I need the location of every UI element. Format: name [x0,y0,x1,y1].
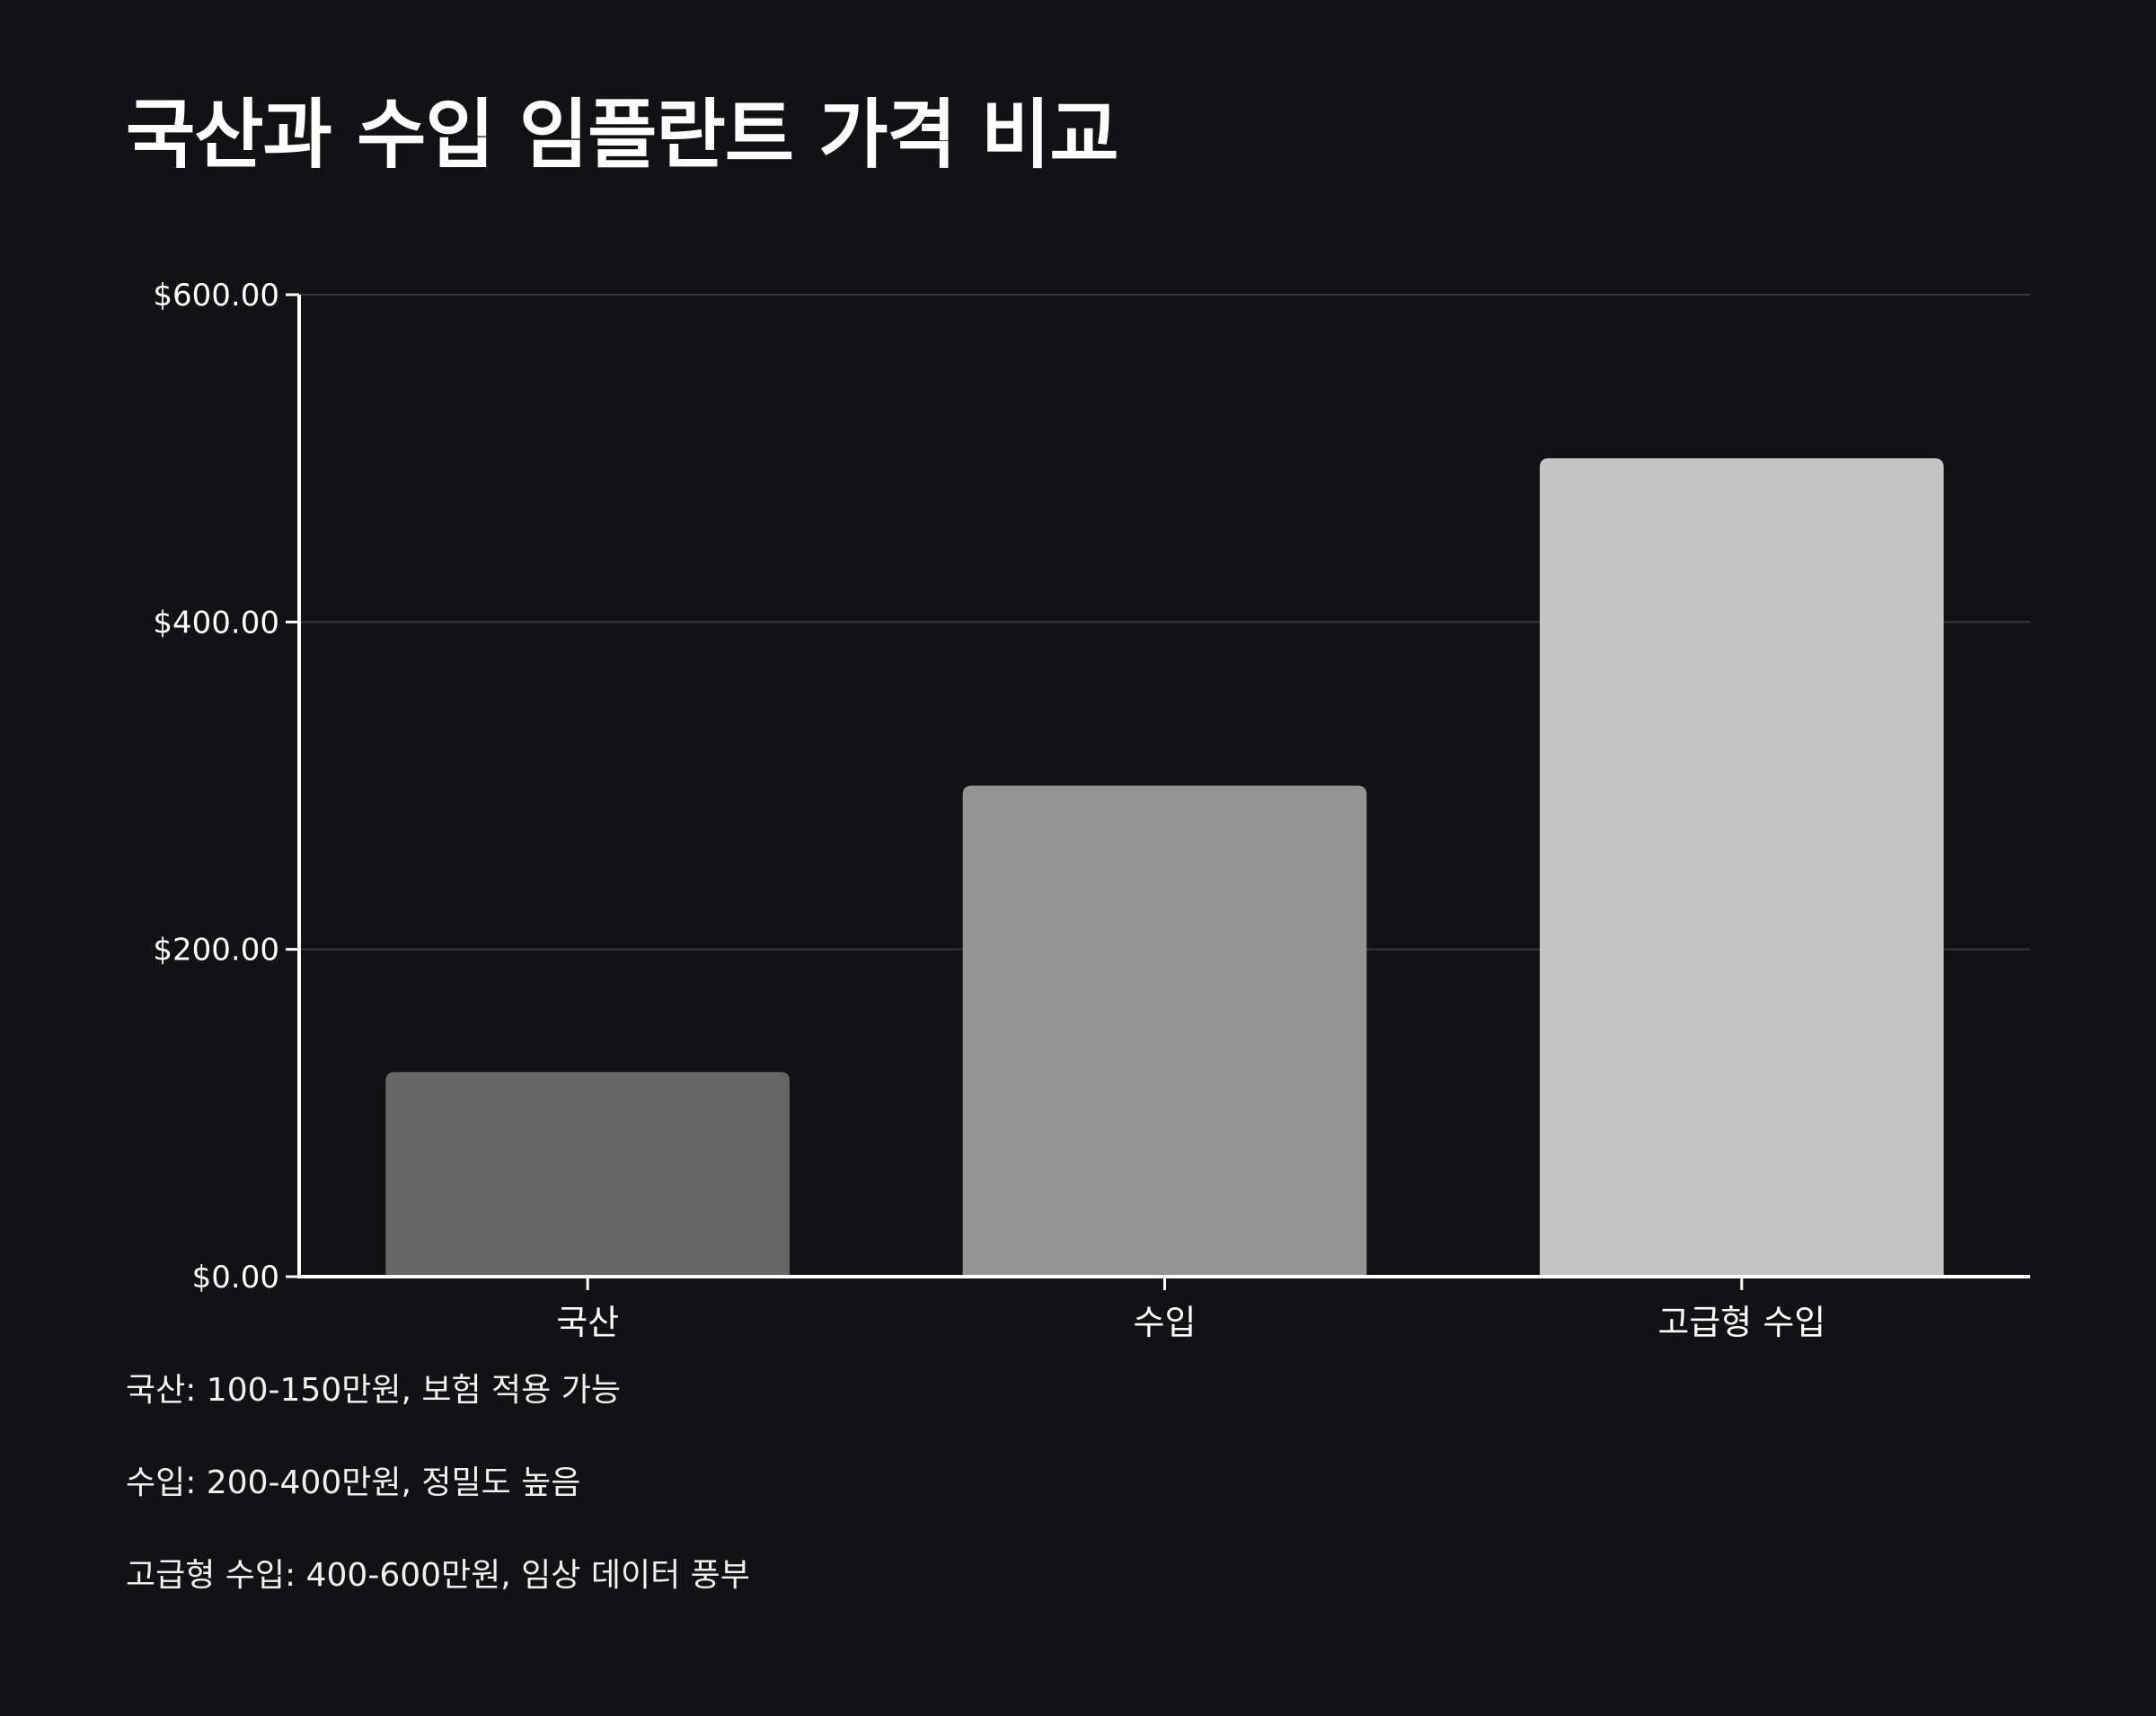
note-domestic: 국산: 100-150만원, 보험 적용 가능 [126,1372,621,1409]
y-tick-label: $400.00 [153,605,279,641]
bar-0 [385,1072,790,1277]
y-tick-label: $200.00 [153,933,279,969]
axes [286,293,2030,1290]
bar-chart: $0.00 $200.00 $400.00 $600.00 국산 수입 고급형 수입 [153,278,2030,1342]
notes: 국산: 100-150만원, 보험 적용 가능 수입: 200-400만원, 정… [126,1375,750,1652]
bars [385,458,1944,1278]
x-tick-label: 국산 [556,1303,619,1342]
y-tick-labels: $0.00 $200.00 $400.00 $600.00 [153,278,279,1296]
x-tick-label: 수입 [1134,1303,1197,1342]
x-tick-label: 고급형 수입 [1657,1303,1825,1342]
y-tick-label: $0.00 [192,1260,279,1296]
page-title: 국산과 수입 임플란트 가격 비교 [126,91,1119,179]
y-tick-label: $600.00 [153,278,279,314]
bar-2 [1540,458,1944,1278]
note-premium-imported: 고급형 수입: 400-600만원, 임상 데이터 풍부 [126,1557,750,1594]
x-tick-labels: 국산 수입 고급형 수입 [556,1303,1825,1342]
note-imported: 수입: 200-400만원, 정밀도 높음 [126,1464,581,1501]
bar-1 [962,785,1367,1277]
